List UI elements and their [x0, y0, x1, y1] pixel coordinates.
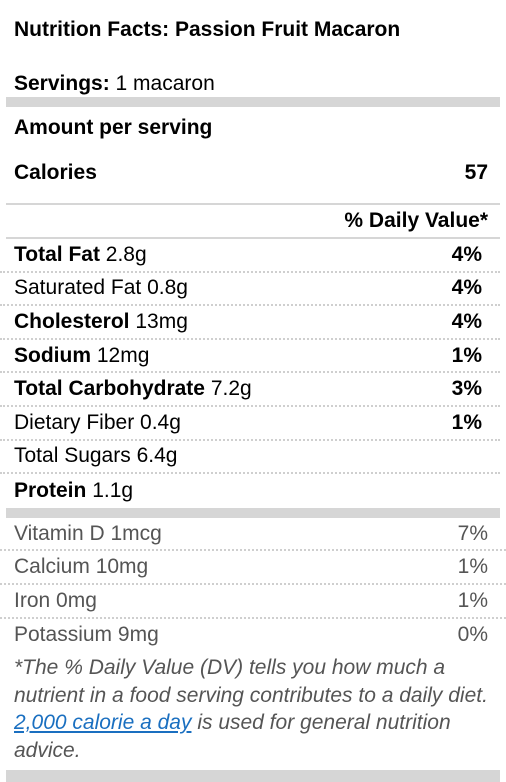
- vitamin-name: Calcium: [14, 555, 90, 579]
- thick-divider: [6, 507, 500, 518]
- vitamin-row-iron: Iron 0mg 1%: [0, 585, 506, 619]
- nutrient-amount: 1.1g: [92, 478, 134, 502]
- vitamin-pct: 1%: [457, 588, 488, 612]
- thin-divider: [6, 203, 500, 205]
- vitamin-name: Potassium: [14, 623, 113, 647]
- daily-value-footnote: *The % Daily Value (DV) tells you how mu…: [0, 652, 506, 764]
- nutrient-name: Protein: [14, 478, 87, 502]
- nutrient-name: Dietary Fiber: [14, 410, 135, 434]
- footnote-text-after: is used for general nutrition advice.: [14, 711, 451, 762]
- nutrient-pct: 1%: [451, 343, 482, 367]
- calories-value: 57: [464, 161, 488, 184]
- nutrient-pct: 1%: [451, 410, 482, 434]
- nutrient-name: Total Fat: [14, 242, 100, 266]
- nutrient-row-sodium: Sodium 12mg 1%: [0, 340, 500, 374]
- calories-label: Calories: [14, 161, 97, 184]
- nutrient-name: Sodium: [14, 343, 91, 367]
- footnote-text-before: *The % Daily Value (DV) tells you how mu…: [14, 656, 488, 707]
- nutrient-name: Cholesterol: [14, 309, 130, 333]
- vitamin-row-vitamin-d: Vitamin D 1mcg 7%: [0, 518, 506, 552]
- nutrient-amount: 0.4g: [140, 410, 181, 434]
- nutrient-row-saturated-fat: Saturated Fat 0.8g 4%: [0, 273, 500, 307]
- nutrient-name: Total Sugars: [14, 444, 131, 468]
- nutrient-name: Total Carbohydrate: [14, 377, 205, 401]
- nutrient-row-protein: Protein 1.1g: [0, 474, 500, 508]
- calorie-link[interactable]: 2,000 calorie a day: [14, 711, 192, 735]
- vitamin-pct: 0%: [457, 623, 488, 647]
- servings-value: 1 macaron: [115, 72, 215, 95]
- nutrient-row-total-carbohydrate: Total Carbohydrate 7.2g 3%: [0, 373, 500, 407]
- daily-value-header: % Daily Value*: [344, 209, 488, 232]
- nutrient-row-dietary-fiber: Dietary Fiber 0.4g 1%: [0, 407, 500, 441]
- label-title: Nutrition Facts: Passion Fruit Macaron: [14, 18, 401, 41]
- nutrient-pct: 3%: [451, 377, 482, 401]
- vitamin-row-potassium: Potassium 9mg 0%: [0, 619, 506, 653]
- nutrient-amount: 2.8g: [105, 242, 147, 266]
- amount-per-serving: Amount per serving: [14, 116, 213, 139]
- servings-label: Servings:: [14, 72, 110, 95]
- thick-divider: [6, 97, 500, 107]
- nutrient-amount: 7.2g: [210, 377, 252, 401]
- vitamin-name: Iron: [14, 588, 51, 612]
- vitamin-amount: 10mg: [95, 555, 149, 579]
- servings-line: Servings: 1 macaron: [0, 60, 506, 97]
- bottom-divider: [6, 770, 500, 782]
- nutrient-amount: 0.8g: [147, 276, 188, 300]
- nutrient-amount: 6.4g: [136, 444, 178, 468]
- nutrient-pct: 4%: [451, 309, 482, 333]
- nutrient-pct: 4%: [451, 276, 482, 300]
- thin-divider: [6, 237, 500, 239]
- vitamin-row-calcium: Calcium 10mg 1%: [0, 551, 506, 585]
- vitamin-amount: 9mg: [117, 623, 159, 647]
- vitamin-name: Vitamin D: [14, 521, 105, 545]
- vitamin-amount: 0mg: [56, 588, 97, 612]
- nutrient-pct: 4%: [451, 242, 482, 266]
- nutrient-row-total-sugars: Total Sugars 6.4g: [0, 441, 500, 475]
- calories-row: Calories 57: [0, 161, 506, 203]
- nutrient-name: Saturated Fat: [14, 276, 142, 300]
- vitamin-amount: 1mcg: [110, 521, 162, 545]
- nutrient-amount: 13mg: [135, 309, 188, 333]
- vitamin-pct: 1%: [457, 555, 488, 579]
- nutrient-row-cholesterol: Cholesterol 13mg 4%: [0, 306, 500, 340]
- nutrient-amount: 12mg: [96, 343, 150, 367]
- vitamin-pct: 7%: [457, 521, 488, 545]
- nutrient-row-total-fat: Total Fat 2.8g 4%: [0, 239, 500, 273]
